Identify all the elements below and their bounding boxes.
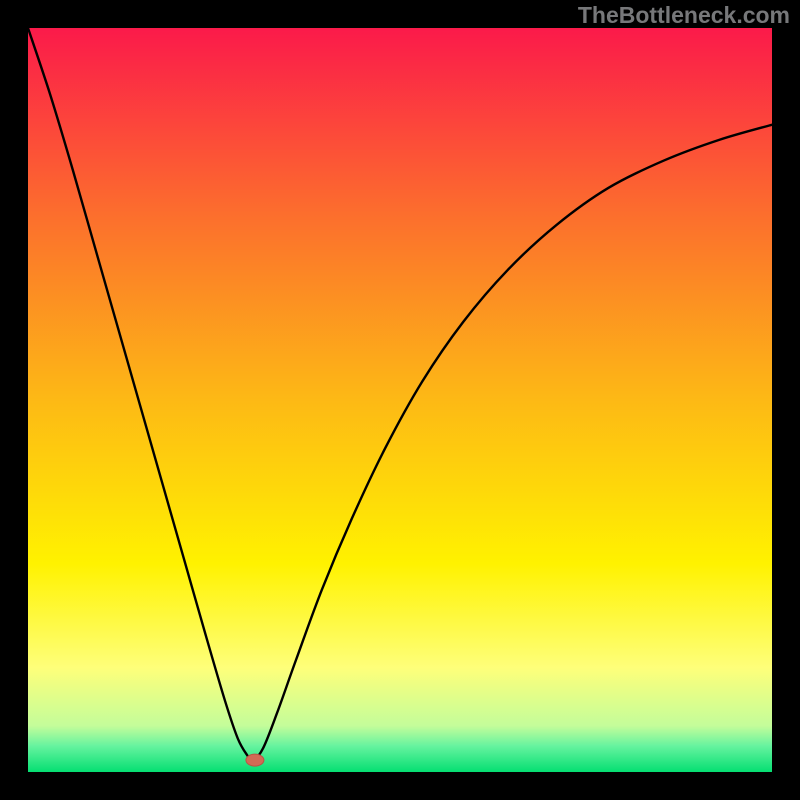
plot-area: [28, 28, 772, 772]
minimum-marker: [246, 754, 264, 766]
chart-frame: TheBottleneck.com: [0, 0, 800, 800]
watermark-text: TheBottleneck.com: [578, 2, 790, 29]
plot-svg: [28, 28, 772, 772]
